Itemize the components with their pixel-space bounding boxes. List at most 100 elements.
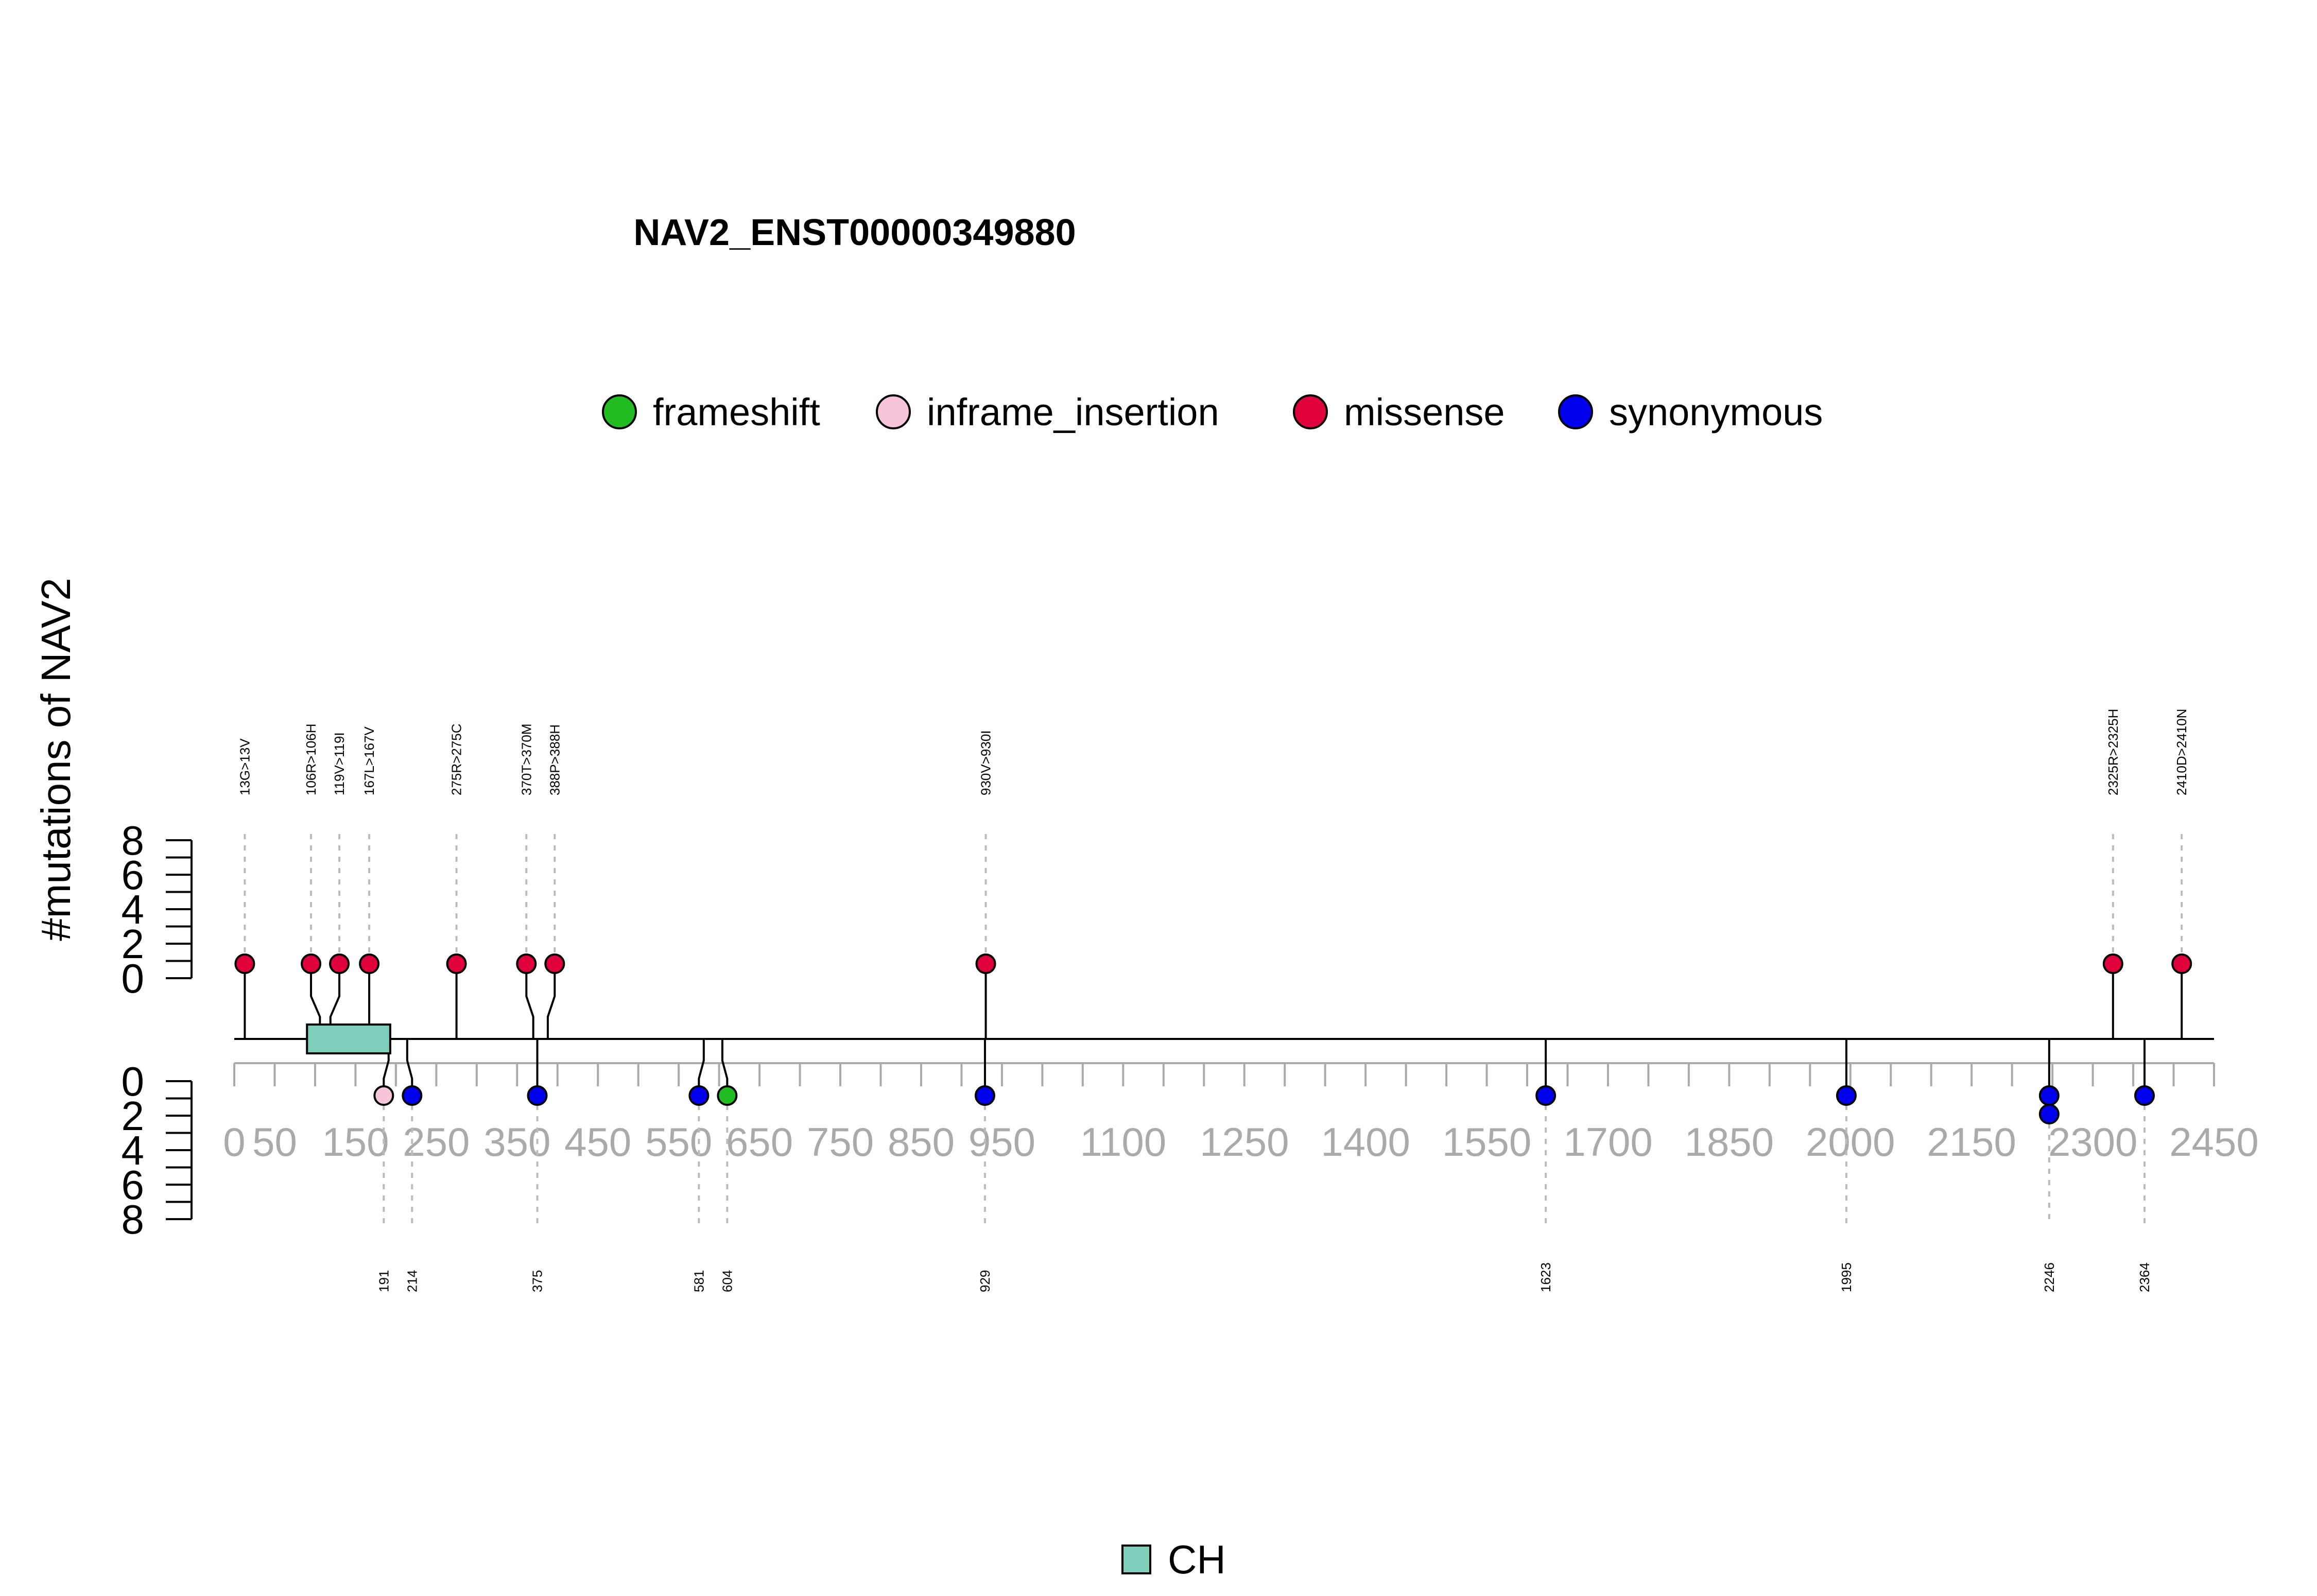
legend-item-frameshift: frameshift (602, 391, 820, 433)
y-tick-label: 4 (122, 887, 145, 932)
chart-title: NAV2_ENST00000349880 (633, 212, 1076, 253)
mutation-dot-missense (2102, 953, 2123, 974)
x-tick-label: 150 (322, 1119, 389, 1165)
mutation-dot-missense (301, 953, 322, 974)
x-tick-label: 950 (969, 1119, 1035, 1165)
legend-swatch (876, 394, 911, 429)
x-tick-label: 1400 (1321, 1119, 1410, 1165)
mutation-label: 2364 (2137, 1262, 2152, 1292)
y-tick-label: 6 (122, 852, 145, 898)
mutation-dot-missense (446, 953, 467, 974)
x-tick-label: 350 (483, 1119, 550, 1165)
mutation-dot-missense (975, 953, 996, 974)
mutation-label: 370T>370M (518, 724, 534, 795)
mutation-dot-missense (359, 953, 380, 974)
mutation-dot-synonymous (1535, 1085, 1557, 1106)
legend-label: synonymous (1609, 391, 1823, 433)
mutation-dot-missense (329, 953, 350, 974)
x-tick-label: 1850 (1685, 1119, 1774, 1165)
y-tick-label: 8 (122, 818, 145, 863)
mutation-label: 2246 (2042, 1262, 2057, 1292)
mutation-stem (525, 964, 534, 1039)
legend-item-synonymous: synonymous (1558, 391, 1823, 433)
mutation-label: 214 (404, 1270, 420, 1292)
mutation-stems (244, 834, 2183, 1225)
domain-legend-label: CH (1168, 1537, 1226, 1582)
y-tick-label: 8 (122, 1196, 145, 1242)
mutation-dot-synonymous (1836, 1085, 1857, 1106)
x-tick-label: 2150 (1927, 1119, 2016, 1165)
legend-swatch (1558, 394, 1593, 429)
x-tick-label: 0 (223, 1119, 245, 1165)
mutation-dot-synonymous (2038, 1104, 2060, 1124)
mutation-dot-missense (234, 953, 255, 974)
legend-label: missense (1344, 391, 1505, 433)
mutation-dot-inframe-insertion (373, 1085, 394, 1106)
y-tick-label: 2 (122, 1093, 145, 1139)
x-tick-label: 50 (252, 1119, 297, 1165)
mutation-label: 119V>119I (332, 732, 347, 795)
domain-ch (306, 1023, 391, 1054)
x-tick-label: 1100 (1080, 1119, 1166, 1165)
mutation-dot-synonymous (2038, 1085, 2060, 1106)
y-tick-label: 4 (122, 1127, 145, 1173)
mutation-dot-synonymous (2134, 1085, 2155, 1106)
mutation-dot-synonymous (974, 1085, 995, 1106)
mutation-label: 1995 (1839, 1262, 1854, 1292)
mutation-dot-synonymous (527, 1085, 548, 1106)
mutation-dot-missense (2171, 953, 2192, 974)
mutation-label: 388P>388H (547, 724, 562, 795)
y-axis-label: #mutations of NAV2 (33, 578, 79, 941)
x-tick-label: 1700 (1563, 1119, 1653, 1165)
mutation-label: 106R>106H (303, 724, 319, 796)
mutation-dot-missense (516, 953, 537, 974)
mutation-stem (546, 964, 556, 1039)
y-tick-label: 0 (122, 956, 145, 1001)
x-tick-label: 2300 (2048, 1119, 2138, 1165)
x-tick-label: 1250 (1200, 1119, 1289, 1165)
mutation-label: 2410D>2410N (2174, 709, 2189, 795)
x-tick-label: 2000 (1806, 1119, 1895, 1165)
mutation-dot-frameshift (717, 1085, 738, 1106)
mutation-label: 930V>930I (978, 730, 994, 795)
mutation-label: 1623 (1538, 1262, 1553, 1292)
legend-label: inframe_insertion (927, 391, 1219, 433)
mutation-label: 581 (691, 1270, 706, 1292)
x-tick-label: 250 (403, 1119, 470, 1165)
legend-swatch (602, 394, 637, 429)
legend-label: frameshift (653, 391, 820, 433)
x-tick-label: 2450 (2169, 1119, 2259, 1165)
y-tick-label: 2 (122, 921, 145, 967)
domain-legend: CH (1121, 1537, 1226, 1582)
mutation-label: 167L>167V (361, 726, 377, 795)
legend-swatch (1293, 394, 1328, 429)
mutation-dot-synonymous (402, 1085, 423, 1106)
mutation-labels: 13G>13V 106R>106H 119V>119I 167L>167V 275R>2… (237, 709, 2189, 1292)
x-tick-label: 1550 (1442, 1119, 1532, 1165)
y-tick-label: 0 (122, 1059, 145, 1104)
y-tick-label: 6 (122, 1162, 145, 1208)
domain-legend-swatch (1121, 1545, 1151, 1574)
x-tick-label: 750 (807, 1119, 874, 1165)
x-tick-label: 650 (726, 1119, 793, 1165)
x-axis: 0 50 150 250 350 450 550 650 750 850 950 1100 1250 14… (223, 1062, 2259, 1165)
legend-item-missense: missense (1293, 391, 1505, 433)
mutation-label: 604 (719, 1270, 735, 1292)
mutation-label: 2325R>2325H (2105, 709, 2121, 795)
x-tick-label: 450 (564, 1119, 631, 1165)
mutation-label: 375 (530, 1270, 545, 1292)
mutation-label: 275R>275C (449, 724, 464, 796)
legend: frameshift inframe_insertion missense synon… (602, 391, 1823, 433)
mutation-label: 191 (376, 1270, 391, 1292)
mutation-dot-missense (544, 953, 565, 974)
mutation-dots (234, 953, 2192, 1124)
legend-item-inframe-insertion: inframe_insertion (876, 391, 1219, 433)
mutation-label: 929 (977, 1270, 993, 1292)
x-tick-label: 550 (645, 1119, 712, 1165)
domains (306, 1023, 391, 1054)
x-tick-label: 850 (888, 1119, 955, 1165)
mutation-dot-synonymous (688, 1085, 710, 1106)
